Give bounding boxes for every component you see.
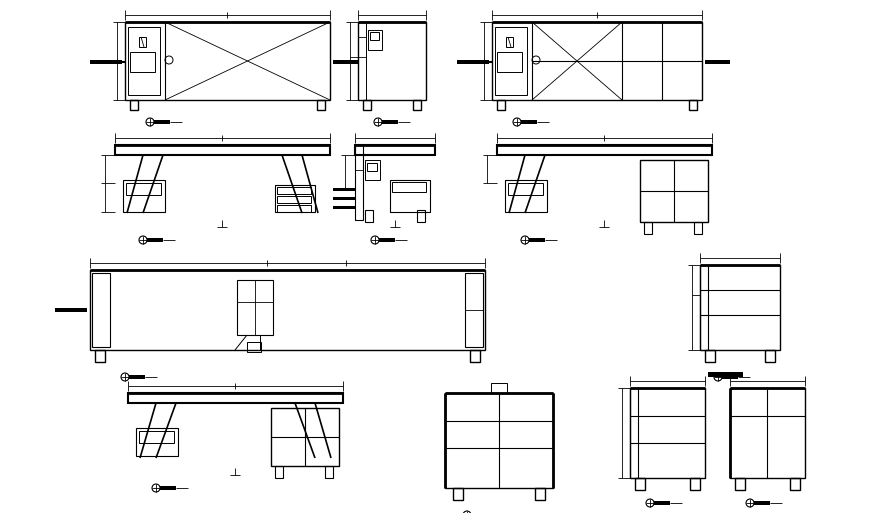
Bar — [497, 100, 505, 110]
Bar — [495, 27, 527, 95]
Bar — [506, 37, 513, 47]
Bar — [125, 22, 330, 100]
Bar — [139, 431, 174, 443]
Bar — [445, 393, 553, 488]
Bar — [358, 22, 366, 100]
Bar — [271, 408, 339, 466]
Bar — [497, 145, 712, 155]
Bar — [370, 32, 379, 40]
Bar — [790, 478, 800, 490]
Bar — [392, 182, 426, 192]
Bar — [754, 501, 770, 505]
Bar — [705, 60, 730, 64]
Bar — [470, 350, 480, 362]
Bar — [689, 100, 697, 110]
Bar — [630, 388, 705, 478]
Bar — [147, 238, 163, 242]
Bar — [92, 273, 110, 347]
Bar — [275, 185, 315, 212]
Bar — [136, 428, 178, 456]
Bar — [363, 100, 371, 110]
Bar — [317, 100, 325, 110]
Bar — [690, 478, 700, 490]
Bar — [355, 145, 435, 155]
Bar — [497, 52, 522, 72]
Bar — [535, 488, 545, 500]
Bar — [358, 22, 426, 100]
Bar — [654, 501, 670, 505]
Bar — [90, 60, 122, 64]
Bar — [275, 466, 283, 478]
Bar — [365, 160, 380, 180]
Bar — [368, 30, 382, 50]
Bar — [123, 180, 165, 212]
Bar — [333, 197, 355, 200]
Bar — [237, 280, 273, 335]
Bar — [55, 308, 87, 312]
Bar — [130, 100, 138, 110]
Bar — [491, 383, 507, 393]
Bar — [115, 145, 330, 155]
Bar — [694, 222, 702, 234]
Bar — [453, 488, 463, 500]
Bar — [129, 375, 145, 379]
Bar — [382, 120, 398, 124]
Bar — [457, 60, 489, 64]
Bar — [521, 120, 537, 124]
Bar — [128, 393, 343, 403]
Bar — [379, 238, 395, 242]
Bar — [130, 52, 155, 72]
Bar — [417, 210, 425, 222]
Bar — [529, 238, 545, 242]
Bar — [722, 375, 738, 379]
Bar — [333, 206, 355, 209]
Bar — [333, 188, 355, 191]
Bar — [154, 120, 170, 124]
Bar — [413, 100, 421, 110]
Bar — [708, 372, 743, 377]
Bar — [277, 205, 311, 212]
Bar — [508, 183, 543, 195]
Bar — [730, 388, 805, 478]
Bar — [635, 478, 645, 490]
Bar — [160, 486, 176, 490]
Bar — [365, 210, 373, 222]
Bar — [247, 342, 261, 352]
Bar — [465, 273, 483, 347]
Bar — [640, 160, 708, 222]
Bar — [277, 196, 311, 203]
Bar — [90, 270, 485, 350]
Bar — [355, 145, 363, 220]
Bar — [630, 388, 638, 478]
Bar — [505, 180, 547, 212]
Bar — [325, 466, 333, 478]
Bar — [765, 350, 775, 362]
Bar — [700, 265, 708, 350]
Bar — [492, 22, 702, 100]
Bar — [128, 27, 160, 95]
Bar — [705, 350, 715, 362]
Bar — [735, 478, 745, 490]
Bar — [333, 60, 358, 64]
Bar — [390, 180, 430, 212]
Bar — [644, 222, 652, 234]
Bar — [139, 37, 146, 47]
Bar — [95, 350, 105, 362]
Bar — [126, 183, 161, 195]
Bar — [367, 163, 377, 171]
Bar — [277, 187, 311, 194]
Bar — [700, 265, 780, 350]
